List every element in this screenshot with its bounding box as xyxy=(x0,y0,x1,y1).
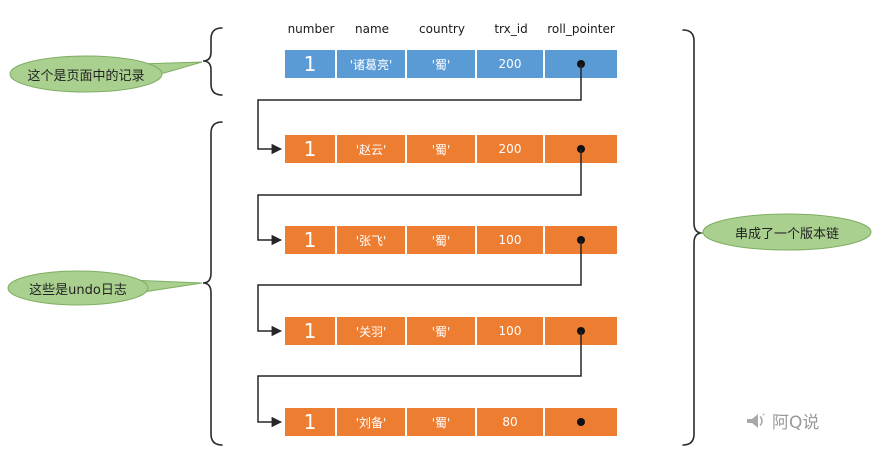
right-brace-version-chain xyxy=(682,29,703,446)
roll-pointer-cell xyxy=(545,226,617,254)
left-brace-undo-logs xyxy=(202,121,223,446)
megaphone-icon xyxy=(747,413,765,428)
roll-pointer-dot xyxy=(577,60,585,68)
watermark: 阿Q说 xyxy=(744,408,819,433)
number-cell: 1 xyxy=(285,317,337,345)
number-cell: 1 xyxy=(285,135,337,163)
name-cell: '诸葛亮' xyxy=(337,50,407,78)
undo-log-row-1: 1 '赵云' '蜀' 200 xyxy=(285,135,617,163)
country-cell: '蜀' xyxy=(407,226,477,254)
undo-log-row-4: 1 '刘备' '蜀' 80 xyxy=(285,408,617,436)
page-record-row: 1 '诸葛亮' '蜀' 200 xyxy=(285,50,617,78)
trx-id-cell: 100 xyxy=(477,226,545,254)
trx-id-cell: 80 xyxy=(477,408,545,436)
roll-pointer-dot xyxy=(577,236,585,244)
col-trx-id: trx_id xyxy=(494,22,528,36)
col-number: number xyxy=(287,22,335,36)
left-brace-page-record xyxy=(202,27,223,96)
country-cell: '蜀' xyxy=(407,135,477,163)
name-cell: '赵云' xyxy=(337,135,407,163)
country-cell: '蜀' xyxy=(407,317,477,345)
number-cell: 1 xyxy=(285,50,337,78)
col-roll-pointer: roll_pointer xyxy=(547,22,615,36)
callout-page-record: 这个是页面中的记录 xyxy=(27,68,145,84)
name-cell: '刘备' xyxy=(337,408,407,436)
column-headers: number name country trx_id roll_pointer xyxy=(285,22,617,36)
country-cell: '蜀' xyxy=(407,408,477,436)
number-cell: 1 xyxy=(285,408,337,436)
callout-bubbles xyxy=(7,55,872,306)
col-name: name xyxy=(354,22,390,36)
name-cell: '关羽' xyxy=(337,317,407,345)
undo-log-row-2: 1 '张飞' '蜀' 100 xyxy=(285,226,617,254)
roll-pointer-cell xyxy=(545,135,617,163)
roll-pointer-cell xyxy=(545,408,617,436)
roll-pointer-cell xyxy=(545,317,617,345)
name-cell: '张飞' xyxy=(337,226,407,254)
roll-pointer-dot xyxy=(577,145,585,153)
number-cell: 1 xyxy=(285,226,337,254)
trx-id-cell: 200 xyxy=(477,135,545,163)
roll-pointer-dot xyxy=(577,418,585,426)
country-cell: '蜀' xyxy=(407,50,477,78)
roll-pointer-dot xyxy=(577,327,585,335)
trx-id-cell: 100 xyxy=(477,317,545,345)
watermark-text: 阿Q说 xyxy=(772,413,820,433)
col-country: country xyxy=(419,22,465,36)
callout-undo-logs: 这些是undo日志 xyxy=(29,282,127,298)
callout-version-chain: 串成了一个版本链 xyxy=(734,226,839,242)
roll-pointer-cell xyxy=(545,50,617,78)
trx-id-cell: 200 xyxy=(477,50,545,78)
undo-log-row-3: 1 '关羽' '蜀' 100 xyxy=(285,317,617,345)
